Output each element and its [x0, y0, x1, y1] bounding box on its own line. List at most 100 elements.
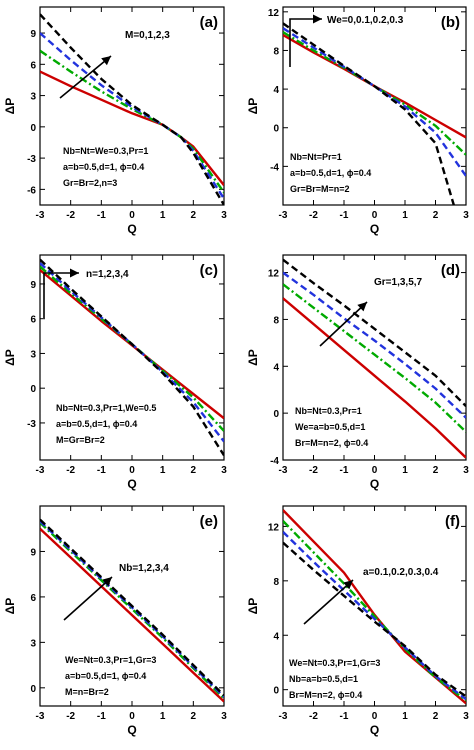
panel-e: -3 -2 -1 0 1 2 3 0 3 6 9 Q ΔP (e) Nb=1,2,3,4 We=Nt=0.3,… — [3, 505, 227, 737]
arrow-label: Gr=1,3,5,7 — [374, 277, 423, 288]
y-tick-label: 8 — [273, 46, 279, 57]
arrow-label: n=1,2,3,4 — [86, 269, 129, 280]
parameter-text: Nb=Nt=0.3,Pr=1 — [295, 406, 362, 416]
parameter-text: a=b=0.5,d=1, ϕ=0.4 — [290, 168, 371, 178]
y-axis-label: ΔP — [246, 98, 260, 115]
arrow-shaft — [43, 272, 79, 318]
series-line-2 — [283, 520, 466, 702]
parameter-text: a=b=0.5,d=1, ϕ=0.4 — [56, 419, 137, 429]
y-tick-label: 12 — [268, 8, 280, 19]
series-line-3 — [283, 27, 466, 177]
arrow-head — [343, 580, 353, 590]
parameter-text: Gr=Br=M=n=2 — [290, 184, 350, 194]
parameter-text: We=Nt=0.3,Pr=1,Gr=3 — [65, 655, 156, 665]
y-tick-label: 4 — [273, 85, 279, 96]
series-line-4 — [283, 22, 455, 205]
series-line-4 — [40, 13, 224, 205]
parameter-text: We=a=b=0.5,d=1 — [295, 422, 365, 432]
panel-label: (b) — [441, 14, 460, 31]
x-tick-label: 3 — [221, 465, 227, 476]
x-tick-label: -2 — [66, 210, 75, 221]
panel-a: -3 -2 -1 0 1 2 3 -6 -3 0 3 6 9 Q ΔP (a) M=0,1,2,3 Nb=Nt=W… — [3, 6, 227, 236]
arrow-shaft — [303, 579, 354, 625]
x-tick-label: 1 — [402, 210, 408, 221]
parameter-text: a=b=0.5,d=1, ϕ=0.4 — [63, 162, 144, 172]
y-axis-label: ΔP — [3, 98, 17, 115]
x-tick-label: -2 — [66, 465, 75, 476]
y-tick-label: 3 — [30, 638, 36, 649]
x-tick-label: 1 — [160, 711, 166, 722]
x-axis-label: Q — [370, 222, 379, 236]
y-tick-label: 9 — [30, 29, 36, 40]
arrow-shaft — [59, 55, 112, 99]
x-tick-label: -1 — [97, 465, 106, 476]
y-tick-label: 3 — [30, 92, 36, 103]
x-tick-label: 1 — [402, 711, 408, 722]
x-tick-label: 1 — [160, 210, 166, 221]
series-line-1 — [40, 70, 224, 186]
x-tick-label: -2 — [309, 210, 318, 221]
arrow-shaft — [63, 576, 113, 621]
x-axis-label: Q — [370, 723, 379, 737]
arrow-shaft — [319, 301, 368, 347]
arrow-head — [313, 14, 322, 24]
parameter-text: M=n=Br=2 — [65, 687, 109, 697]
panel-label: (f) — [445, 513, 460, 530]
x-tick-label: -3 — [279, 711, 288, 722]
x-tick-label: 2 — [433, 465, 439, 476]
y-tick-label: 12 — [268, 269, 280, 280]
x-tick-label: 2 — [191, 711, 197, 722]
x-tick-label: 3 — [221, 711, 227, 722]
x-tick-label: -3 — [36, 465, 45, 476]
series-line-2 — [283, 31, 466, 156]
parameter-text: a=b=0.5,d=1, ϕ=0.4 — [65, 671, 146, 681]
parameter-text: Br=M=n=2, ϕ=0.4 — [295, 438, 368, 448]
y-tick-label: 4 — [273, 631, 279, 642]
x-tick-label: -1 — [340, 711, 349, 722]
parameter-text: Nb=a=b=0.5,d=1 — [289, 674, 358, 684]
x-tick-label: -3 — [279, 465, 288, 476]
y-tick-label: -6 — [27, 185, 36, 196]
x-tick-label: 2 — [191, 465, 197, 476]
panel-b: -3 -2 -1 0 1 2 3-404812QΔP(b)We=0,0.1,0.2,0.3N… — [246, 6, 469, 236]
panel-label: (d) — [441, 262, 460, 279]
arrow-head — [102, 577, 112, 587]
x-axis-label: Q — [370, 477, 379, 491]
x-tick-label: -3 — [36, 711, 45, 722]
parameter-text: Nb=Nt=0.3,Pr=1,We=0.5 — [56, 403, 156, 413]
y-tick-label: 8 — [273, 577, 279, 588]
y-axis-label: ΔP — [246, 349, 260, 366]
x-tick-label: 3 — [221, 210, 227, 221]
x-tick-label: -1 — [97, 210, 106, 221]
y-tick-label: 9 — [30, 547, 36, 558]
x-tick-label: 0 — [129, 465, 135, 476]
x-tick-label: -3 — [36, 210, 45, 221]
x-tick-label: 3 — [463, 465, 469, 476]
x-tick-label: -3 — [279, 210, 288, 221]
y-tick-label: 6 — [30, 60, 36, 71]
y-tick-label: 4 — [273, 362, 279, 373]
x-tick-label: 2 — [191, 210, 197, 221]
y-tick-label: 3 — [30, 349, 36, 360]
series-line-4 — [283, 258, 466, 407]
x-tick-label: -1 — [340, 210, 349, 221]
y-axis-label: ΔP — [246, 598, 260, 615]
panel-label: (c) — [200, 262, 218, 279]
y-tick-label: 12 — [268, 522, 280, 533]
y-tick-label: 6 — [30, 593, 36, 604]
x-tick-label: -2 — [66, 711, 75, 722]
x-tick-label: -2 — [309, 465, 318, 476]
x-axis-label: Q — [127, 723, 136, 737]
y-tick-label: 0 — [273, 409, 279, 420]
arrow-label: M=0,1,2,3 — [125, 30, 170, 41]
series-line-4 — [40, 518, 224, 697]
x-tick-label: 3 — [463, 711, 469, 722]
series-line-3 — [283, 271, 466, 419]
x-tick-label: -1 — [340, 465, 349, 476]
y-axis-label: ΔP — [3, 349, 17, 366]
x-tick-label: 2 — [433, 210, 439, 221]
x-tick-label: 0 — [129, 210, 135, 221]
panel-f: -3 -2 -1 0 1 2 304812QΔP(f)a=0.1,0.2,0.3,0.4We… — [246, 505, 469, 737]
parameter-text: Nb=Nt=We=0.3,Pr=1 — [63, 146, 148, 156]
arrow-head — [357, 302, 367, 312]
